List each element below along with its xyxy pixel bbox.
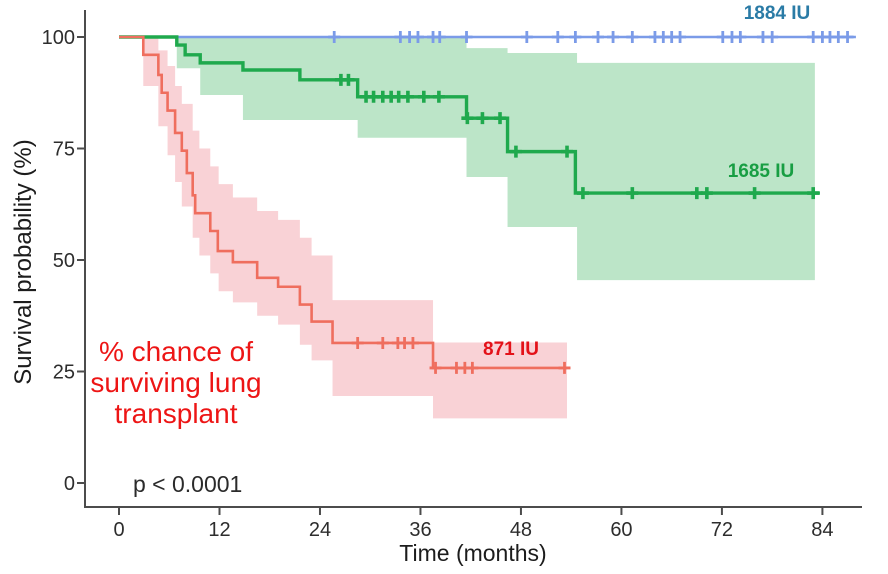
censor-mark-1685-iu <box>401 90 414 103</box>
censor-mark-1884-iu <box>766 31 779 43</box>
censor-mark-1884-iu <box>591 31 604 43</box>
censor-mark-1685-iu <box>494 112 507 125</box>
x-tick-label: 0 <box>113 519 124 541</box>
y-tick-label: 50 <box>53 250 75 272</box>
censor-mark-871-iu <box>558 361 571 374</box>
group-label-1884iu: 1884 IU <box>743 3 811 24</box>
x-tick-label: 12 <box>208 519 230 541</box>
censor-mark-1884-iu <box>569 31 582 43</box>
censor-mark-871-iu <box>351 336 364 349</box>
censor-mark-1685-iu <box>690 187 703 200</box>
censor-mark-1884-iu <box>841 31 854 43</box>
censor-mark-1685-iu <box>626 187 639 200</box>
censor-mark-1685-iu <box>417 90 430 103</box>
censor-mark-1884-iu <box>626 31 639 43</box>
annotation-line-2: surviving lung <box>90 367 262 398</box>
censor-mark-1685-iu <box>561 145 574 158</box>
ci-band-1685-iu <box>176 37 815 281</box>
censor-mark-1685-iu <box>509 145 522 158</box>
censor-mark-1884-iu <box>607 31 620 43</box>
group-label-1685iu: 1685 IU <box>727 161 795 182</box>
y-tick-label: 25 <box>53 362 75 384</box>
censor-mark-1884-iu <box>520 31 533 43</box>
censor-mark-1884-iu <box>734 31 747 43</box>
censor-mark-1685-iu <box>461 112 474 125</box>
axes <box>84 10 862 508</box>
censor-mark-871-iu <box>466 361 479 374</box>
y-axis-title: Survival probability (%) <box>10 139 37 385</box>
censor-mark-1884-iu <box>674 31 687 43</box>
x-tick-label: 60 <box>610 519 632 541</box>
annotation-line-1: % chance of <box>98 336 254 367</box>
censor-mark-1884-iu <box>411 31 424 43</box>
x-tick-label: 36 <box>409 519 431 541</box>
p-value-text: p < 0.0001 <box>133 471 243 497</box>
censor-mark-871-iu <box>376 336 389 349</box>
group-label-871iu: 871 IU <box>483 339 539 360</box>
censor-mark-1685-iu <box>342 73 355 86</box>
x-tick-label: 84 <box>811 519 833 541</box>
x-axis-title: Time (months) <box>399 540 547 566</box>
y-tick-label: 0 <box>64 473 75 495</box>
x-tick-label: 24 <box>309 519 331 541</box>
x-tick-label: 72 <box>711 519 733 541</box>
x-tick-label: 48 <box>510 519 532 541</box>
censor-mark-1884-iu <box>433 31 446 43</box>
y-tick-label: 100 <box>42 27 75 49</box>
censor-mark-1685-iu <box>432 90 445 103</box>
censor-mark-871-iu <box>429 361 442 374</box>
censor-mark-1884-iu <box>551 31 564 43</box>
censor-mark-1884-iu <box>328 31 341 43</box>
censor-mark-1685-iu <box>807 187 820 200</box>
censor-mark-1884-iu <box>460 31 473 43</box>
censor-mark-1685-iu <box>700 187 713 200</box>
censor-mark-1685-iu <box>576 187 589 200</box>
survival-curve-1685-iu <box>119 35 820 195</box>
censor-mark-871-iu <box>406 336 419 349</box>
annotation-text: % chance of surviving lung transplant <box>64 336 288 429</box>
censor-mark-1685-iu <box>748 187 761 200</box>
y-tick-label: 75 <box>53 139 75 161</box>
censor-mark-1685-iu <box>476 112 489 125</box>
annotation-line-3: transplant <box>114 398 238 429</box>
survival-curve-871-iu <box>119 35 568 370</box>
